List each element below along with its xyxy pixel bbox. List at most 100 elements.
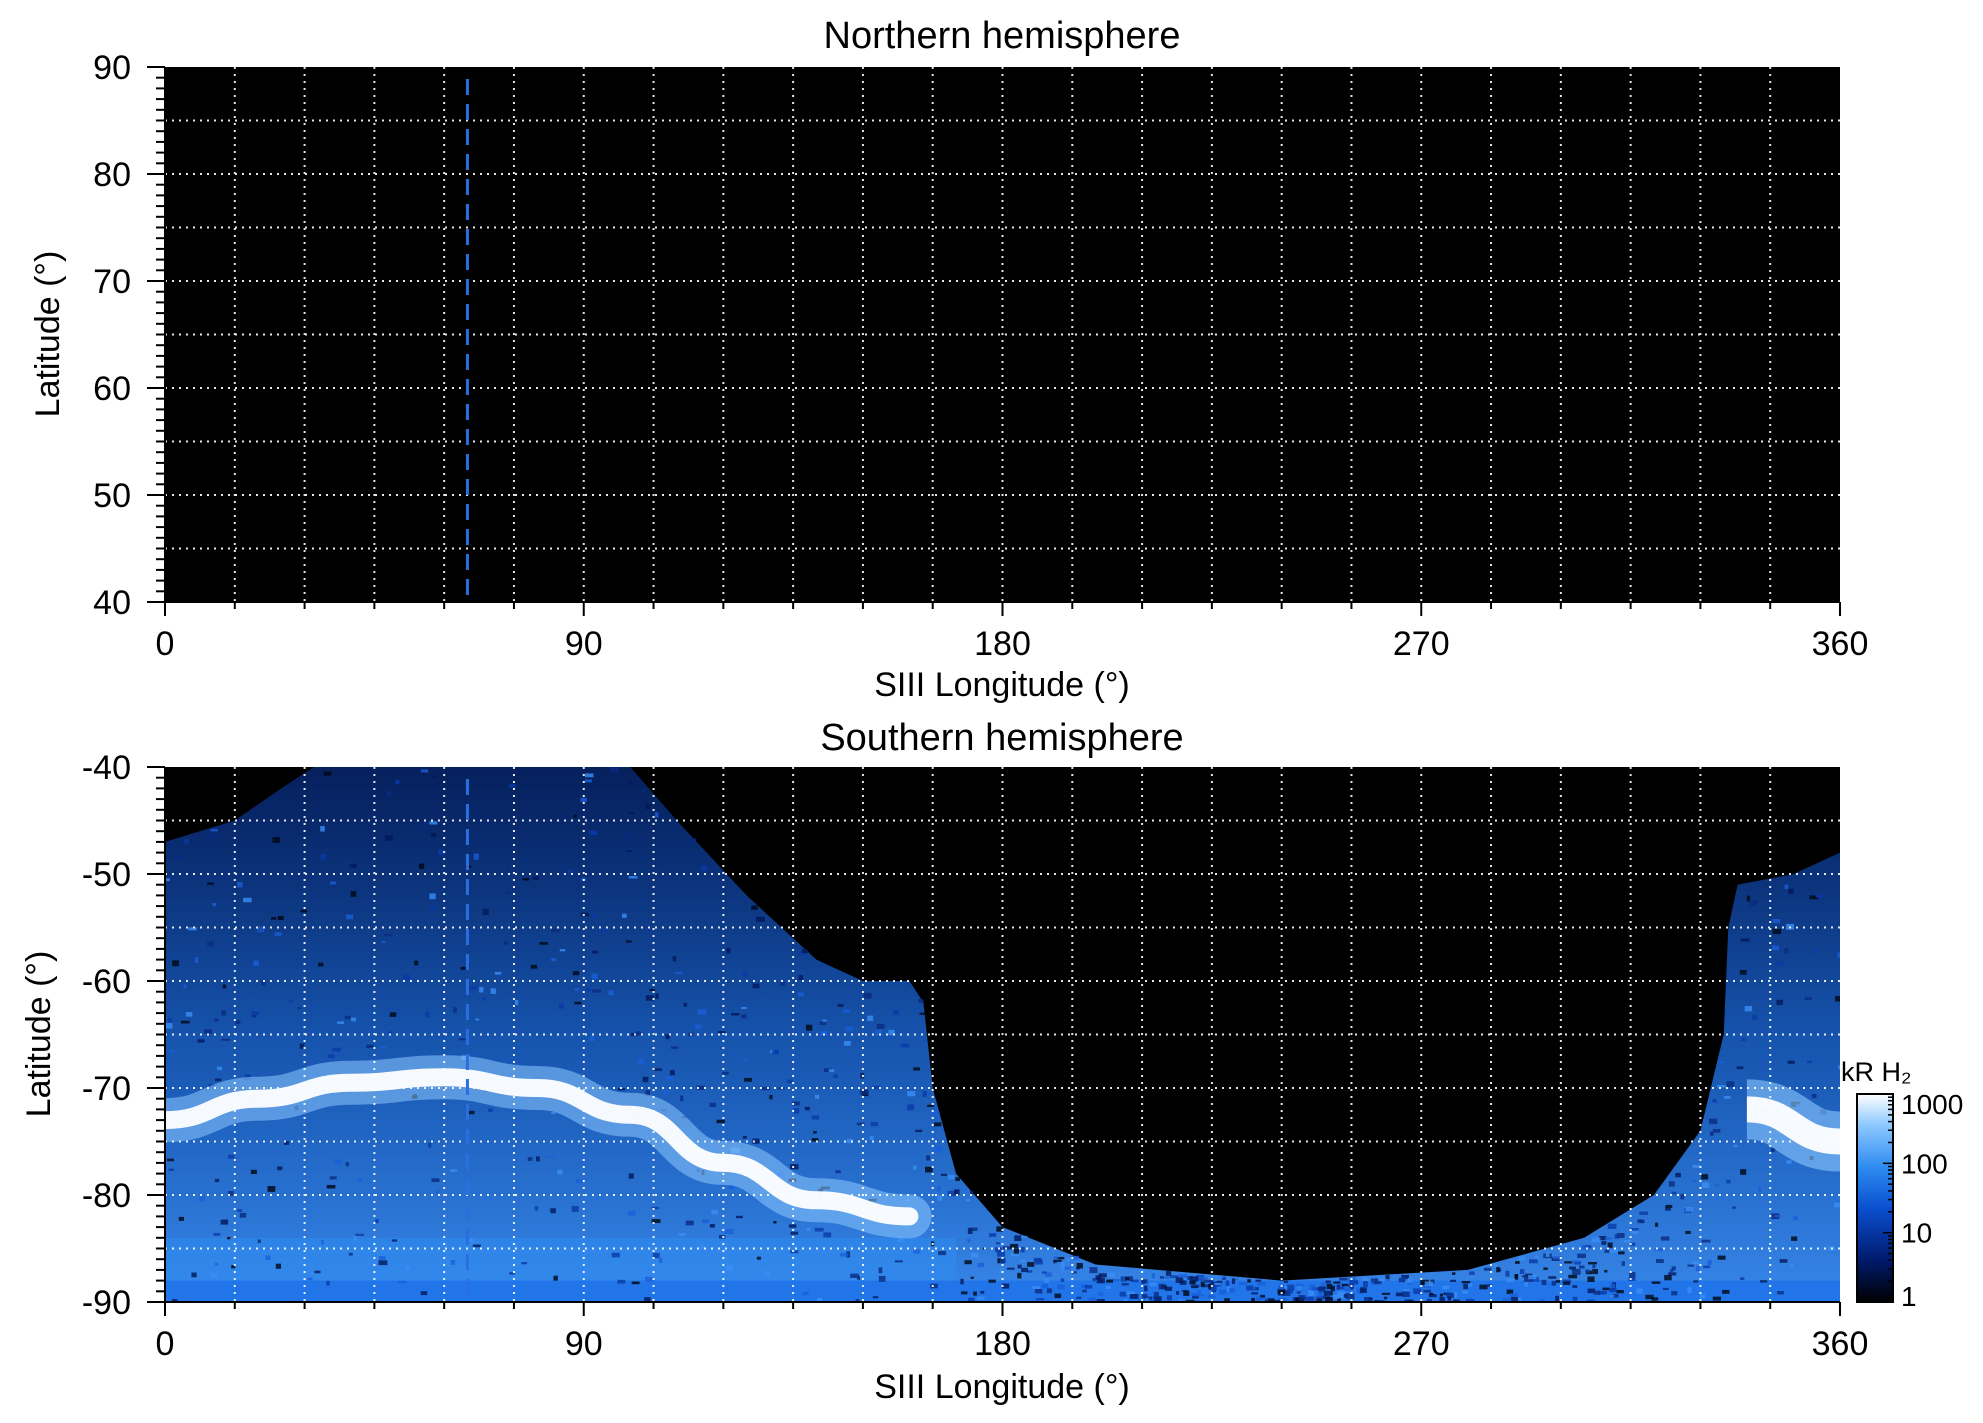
south-speckle [429, 893, 436, 900]
south-speckle [591, 973, 598, 980]
south-speckle [1013, 1248, 1019, 1254]
south-speckle [272, 837, 280, 843]
south-speckle [271, 917, 277, 920]
south-speckle [1636, 1288, 1643, 1294]
south-speckle [557, 1169, 563, 1175]
south-speckle [527, 1157, 533, 1161]
south-speckle [1772, 919, 1780, 924]
south-speckle [221, 1038, 231, 1041]
south-speckle [843, 1041, 851, 1046]
south-speckle [1629, 1228, 1639, 1231]
south-speckle [645, 1090, 650, 1096]
south-speckle-texture [165, 767, 1840, 1302]
south-speckle [1333, 1294, 1339, 1299]
south-speckle [1363, 1281, 1368, 1287]
south-speckle [320, 1240, 325, 1245]
south-panel-title: Southern hemisphere [820, 717, 1183, 759]
south-speckle [1607, 1223, 1617, 1229]
south-speckle [1002, 1283, 1010, 1289]
south-speckle [299, 1043, 305, 1049]
south-speckle [938, 1251, 947, 1256]
south-speckle [1651, 1281, 1661, 1284]
south-speckle [1349, 1280, 1359, 1285]
south-speckle [773, 1221, 777, 1224]
south-speckle [1159, 1276, 1164, 1279]
south-speckle [1746, 895, 1751, 902]
south-speckle [1239, 1282, 1247, 1285]
south-speckle [1726, 1179, 1731, 1184]
south-speckle [1497, 1268, 1502, 1272]
south-speckle [1571, 1260, 1579, 1263]
south-speckle [466, 1238, 474, 1242]
south-speckle [1338, 1292, 1345, 1299]
south-speckle [1580, 1247, 1590, 1251]
south-speckle [580, 912, 590, 917]
south-speckle [1207, 1294, 1213, 1298]
south-speckle [1129, 1294, 1139, 1299]
south-speckle [1587, 1288, 1596, 1294]
south-speckle [1807, 1060, 1813, 1064]
south-speckle [863, 992, 872, 999]
south-speckle [1483, 1267, 1492, 1271]
south-grid [165, 767, 1840, 1302]
south-speckle [1189, 1280, 1196, 1285]
south-speckle [1251, 1297, 1255, 1302]
south-x-axis-label: SIII Longitude (°) [874, 1368, 1130, 1406]
south-speckle [674, 971, 683, 975]
south-speckle [1125, 1276, 1130, 1281]
south-speckle [1298, 1295, 1306, 1301]
south-speckle [769, 1095, 773, 1100]
south-speckle [1811, 1094, 1817, 1099]
south-speckle [1423, 1284, 1431, 1289]
south-speckle [214, 1078, 222, 1082]
south-speckle [1776, 999, 1783, 1005]
south-speckle [995, 1242, 1001, 1245]
south-speckle [628, 812, 635, 815]
south-speckle [251, 1011, 259, 1016]
south-speckle [654, 1068, 662, 1071]
south-speckle [1469, 1271, 1475, 1275]
south-speckle [320, 853, 327, 860]
south-speckle [1701, 1174, 1709, 1180]
south-speckle [1551, 1280, 1556, 1286]
south-speckle [289, 1000, 293, 1003]
south-speckle [805, 1024, 813, 1031]
south-speckle [1709, 1118, 1718, 1125]
south-speckle [1834, 1202, 1840, 1208]
south-speckle [1733, 1144, 1738, 1147]
south-speckle [683, 1002, 687, 1007]
south-speckle [450, 1169, 458, 1172]
south-speckle [1379, 1277, 1384, 1281]
south-speckle [678, 1233, 686, 1236]
south-speckle [850, 1273, 859, 1278]
south-speckle [1318, 1291, 1324, 1297]
south-speckle [977, 1262, 985, 1268]
colorbar-tick-label: 1 [1901, 1281, 1917, 1312]
south-speckle [1344, 1287, 1352, 1292]
south-speckle [1715, 1183, 1719, 1187]
south-speckle [1158, 1283, 1165, 1290]
north-y-tick-label: 80 [93, 156, 131, 194]
south-speckle [680, 1095, 684, 1102]
south-speckle [1486, 1284, 1492, 1287]
south-speckle [1176, 1291, 1180, 1295]
south-speckle [1771, 1148, 1776, 1152]
south-speckle [894, 1260, 903, 1263]
south-speckle [1656, 1259, 1664, 1263]
south-speckle [378, 1260, 388, 1266]
south-speckle [494, 971, 502, 975]
south-speckle [1451, 1292, 1458, 1298]
south-speckle [624, 833, 632, 839]
south-speckle [1098, 1273, 1108, 1278]
south-speckle [1669, 1269, 1674, 1274]
south-speckle [752, 983, 760, 989]
south-speckle [169, 1050, 176, 1053]
south-speckle [893, 1010, 899, 1015]
south-speckle [811, 1138, 819, 1142]
south-speckle [1838, 1065, 1840, 1070]
south-speckle [1346, 1293, 1355, 1300]
south-speckle [1071, 1271, 1077, 1274]
south-speckle [1577, 1253, 1586, 1259]
south-speckle [761, 1086, 771, 1091]
south-speckle [553, 1275, 558, 1281]
